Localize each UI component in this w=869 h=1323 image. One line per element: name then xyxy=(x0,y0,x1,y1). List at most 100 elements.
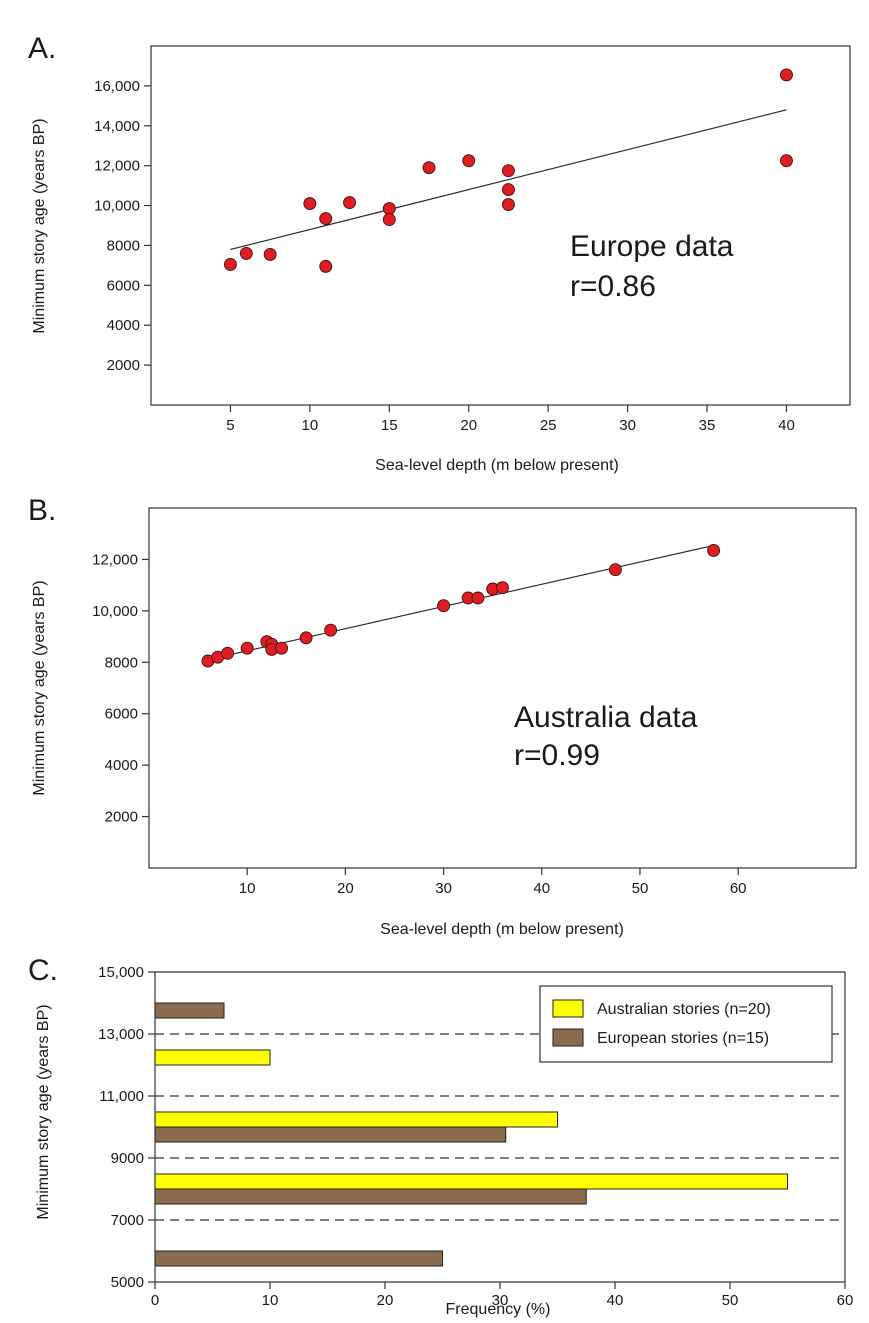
panel-b-x-tick-label: 40 xyxy=(533,880,550,897)
panel-c-y-tick-label: 7000 xyxy=(111,1212,144,1229)
panel-c-y-tick-label: 9000 xyxy=(111,1150,144,1167)
panel-a-data-point xyxy=(239,246,253,260)
panel-c-legend-label: European stories (n=15) xyxy=(597,1030,769,1047)
panel-a-x-tick-label: 5 xyxy=(226,417,234,434)
panel-a-data-point xyxy=(303,197,317,211)
panel-b-data-point xyxy=(471,591,485,605)
panel-b-y-tick-label: 10,000 xyxy=(92,603,138,620)
panel-c-bar-european xyxy=(154,1126,507,1143)
panel-c-bar-european xyxy=(154,1002,225,1019)
panel-c-legend-swatch xyxy=(552,1028,584,1047)
panel-c-y-tick-label: 11,000 xyxy=(99,1088,144,1105)
panel-b-x-axis-title: Sea-level depth (m below present) xyxy=(380,921,624,938)
panel-c-x-tick-label: 50 xyxy=(722,1292,739,1309)
panel-c-bar-australian xyxy=(154,1173,788,1190)
panel-a-data-point xyxy=(501,164,515,178)
panel-c-bar-australian xyxy=(154,1049,271,1066)
panel-a-data-point xyxy=(319,212,333,225)
panel-a-annotation-label: Europe data xyxy=(570,230,734,263)
panel-c-x-tick-label: 0 xyxy=(151,1292,159,1309)
panel-a-x-tick-label: 35 xyxy=(699,417,716,434)
panel-b-x-tick-label: 20 xyxy=(337,880,354,897)
panel-c-x-tick-label: 20 xyxy=(377,1292,394,1309)
panel-a-data-point xyxy=(780,154,793,168)
panel-c-x-tick-label: 10 xyxy=(262,1292,279,1309)
panel-c-legend-box xyxy=(539,985,833,1063)
panel-b-y-axis-title: Minimum story age (years BP) xyxy=(31,580,48,795)
panel-a-data-point xyxy=(501,198,515,212)
panel-a-x-tick-label: 15 xyxy=(381,417,398,434)
panel-c-legend: Australian stories (n=20) European storie… xyxy=(539,985,833,1063)
panel-b-y-tick-label: 4000 xyxy=(105,757,138,774)
panel-b-annotation-label: Australia data xyxy=(514,701,698,734)
panel-a-x-tick-label: 30 xyxy=(619,417,636,434)
panel-c-y-tick-label: 5000 xyxy=(111,1274,144,1291)
panel-c-y-axis-title: Minimum story age (years BP) xyxy=(35,1004,52,1219)
panel-a-y-tick-label: 16,000 xyxy=(94,78,140,95)
panel-a-y-tick-label: 8000 xyxy=(107,237,140,254)
panel-a-y-tick-label: 2000 xyxy=(107,357,140,374)
panel-b-data-point xyxy=(608,563,622,577)
panel-a-x-tick-label: 20 xyxy=(460,417,477,434)
panel-b-x-tick-label: 30 xyxy=(435,880,452,897)
panel-a-y-tick-label: 12,000 xyxy=(94,158,140,175)
panel-b-x-tick-label: 10 xyxy=(239,880,256,897)
panel-a-y-tick-label: 10,000 xyxy=(94,198,140,215)
panel-a-data-point xyxy=(501,183,515,197)
panel-a-data-point xyxy=(343,196,357,210)
panel-c-legend-swatch xyxy=(552,999,584,1018)
panel-a-x-tick-label: 25 xyxy=(540,417,557,434)
panel-b-y-tick-label: 12,000 xyxy=(92,551,138,568)
panel-a-data-point xyxy=(382,202,396,215)
panel-a-y-tick-label: 6000 xyxy=(107,277,140,294)
panel-b-plot-frame xyxy=(148,507,857,869)
panel-c-letter: C. xyxy=(28,954,58,987)
panel-a-regression-line xyxy=(230,109,787,250)
panel-a-data-point xyxy=(382,213,396,226)
panel-c-y-tick-label: 13,000 xyxy=(98,1026,144,1043)
panel-a-x-axis-title: Sea-level depth (m below present) xyxy=(375,457,619,474)
panel-a-y-axis-title: Minimum story age (years BP) xyxy=(31,118,48,333)
panel-b-data-point xyxy=(299,631,313,645)
panel-c-x-tick-label: 60 xyxy=(837,1292,854,1309)
panel-a-scatter-chart: A. Minimum story age (years BP) Sea-leve… xyxy=(28,32,851,474)
panel-b-letter: B. xyxy=(28,494,56,527)
panel-c-x-axis-title: Frequency (%) xyxy=(446,1301,551,1318)
panel-b-scatter-chart: B. Minimum story age (years BP) Sea-leve… xyxy=(28,494,857,938)
panel-b-data-point xyxy=(324,623,338,637)
panel-b-y-tick-label: 6000 xyxy=(105,706,138,723)
panel-a-x-tick-label: 40 xyxy=(778,417,795,434)
panel-b-regression-line xyxy=(207,546,709,661)
panel-b-x-tick-label: 60 xyxy=(730,880,747,897)
panel-a-data-point xyxy=(422,161,436,175)
panel-a-letter: A. xyxy=(28,32,56,65)
panel-b-data-point xyxy=(707,543,721,557)
panel-b-data-point xyxy=(221,646,235,660)
panel-b-annotation-r: r=0.99 xyxy=(514,739,600,772)
panel-b-y-tick-label: 2000 xyxy=(105,809,138,826)
panel-c-bar-chart: C. Minimum story age (years BP) Frequenc… xyxy=(28,954,853,1318)
panel-b-data-point xyxy=(496,581,509,595)
panel-b-data-point xyxy=(275,641,289,655)
panel-a-plot-frame xyxy=(150,45,851,406)
panel-b-data-point xyxy=(240,641,254,655)
panel-a-data-point xyxy=(780,68,793,82)
panel-b-x-tick-label: 50 xyxy=(632,880,649,897)
panel-b-y-tick-label: 8000 xyxy=(105,654,138,671)
panel-c-bar-european xyxy=(154,1250,443,1267)
panel-c-bar-european xyxy=(154,1188,587,1205)
panel-b-data-point xyxy=(437,599,451,613)
panel-a-data-point xyxy=(263,247,277,261)
panel-a-y-tick-label: 14,000 xyxy=(94,118,140,135)
panel-a-data-point xyxy=(319,259,333,273)
panel-c-x-tick-label: 30 xyxy=(492,1292,509,1309)
panel-c-bar-australian xyxy=(154,1111,558,1128)
panel-a-y-tick-label: 4000 xyxy=(107,317,140,334)
panel-c-y-tick-label: 15,000 xyxy=(98,964,144,981)
panel-a-x-tick-label: 10 xyxy=(302,417,319,434)
panel-a-annotation-r: r=0.86 xyxy=(570,270,656,303)
panel-c-legend-label: Australian stories (n=20) xyxy=(597,1001,771,1018)
panel-c-x-tick-label: 40 xyxy=(607,1292,624,1309)
panel-a-data-point xyxy=(223,257,237,271)
